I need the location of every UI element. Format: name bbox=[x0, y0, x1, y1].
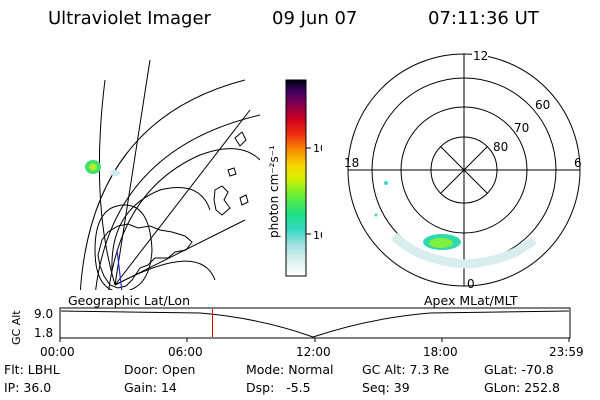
gc-alt-readout: GC Alt: 7.3 Re bbox=[362, 362, 450, 377]
time-tick-2359: 23:59 bbox=[549, 345, 584, 359]
polar-aurora-oval bbox=[390, 232, 537, 269]
date-readout: 09 Jun 07 bbox=[272, 8, 358, 29]
polar-diagonal bbox=[440, 146, 488, 194]
map-latitude-arc bbox=[108, 148, 260, 290]
seq-readout: Seq: 39 bbox=[362, 380, 410, 395]
polar-plot: 12 18 6 0 60 70 80 bbox=[344, 50, 582, 291]
mlt-label-18: 18 bbox=[344, 156, 359, 170]
map-coastline bbox=[227, 167, 237, 177]
time-tick-1800: 18:00 bbox=[423, 345, 458, 359]
map-latitude-arc bbox=[79, 79, 246, 290]
colorbar-gradient bbox=[285, 79, 307, 277]
lat-label-80: 80 bbox=[493, 140, 508, 154]
apex-label: Apex MLat/MLT bbox=[424, 293, 518, 308]
map-coastline bbox=[213, 185, 231, 216]
time-tick-0600: 06:00 bbox=[168, 345, 203, 359]
altitude-strip: GC Alt 9.0 1.8 00:00 06:00 12:00 18:00 2… bbox=[10, 307, 584, 359]
gain-readout: Gain: 14 bbox=[124, 380, 177, 395]
geographic-label: Geographic Lat/Lon bbox=[68, 293, 190, 308]
mlt-label-12: 12 bbox=[473, 50, 488, 63]
mode-readout: Mode: Normal bbox=[246, 362, 334, 377]
map-meridian bbox=[114, 260, 216, 286]
altitude-ylabel: GC Alt bbox=[10, 310, 23, 345]
map-meridian bbox=[114, 109, 251, 286]
altitude-ytick-bottom: 1.8 bbox=[34, 326, 53, 340]
colorbar-tick-10: 10 bbox=[313, 229, 322, 242]
mlt-label-6: 6 bbox=[574, 156, 582, 170]
colorbar-label: photon cm⁻²s⁻¹ bbox=[267, 145, 281, 238]
app-title: Ultraviolet Imager bbox=[48, 8, 211, 29]
map-coastline bbox=[239, 194, 249, 206]
mlt-label-0: 0 bbox=[467, 277, 475, 291]
filter-readout: Flt: LBHL bbox=[4, 362, 60, 377]
door-readout: Door: Open bbox=[124, 362, 196, 377]
lat-label-70: 70 bbox=[514, 121, 529, 135]
map-meridian bbox=[114, 59, 151, 286]
time-tick-1200: 12:00 bbox=[296, 345, 331, 359]
glat-readout: GLat: -70.8 bbox=[484, 362, 554, 377]
ip-readout: IP: 36.0 bbox=[4, 380, 52, 395]
map-coastline bbox=[234, 131, 247, 147]
time-tick-0000: 00:00 bbox=[40, 345, 75, 359]
map-latitude-arc bbox=[95, 114, 260, 290]
map-sun-meridian bbox=[116, 249, 123, 290]
map-coastline bbox=[97, 223, 193, 289]
colorbar-tick-100: 100 bbox=[313, 142, 322, 155]
glon-readout: GLon: 252.8 bbox=[484, 380, 560, 395]
altitude-curve bbox=[60, 310, 570, 338]
colorbar: 100 10 photon cm⁻²s⁻¹ bbox=[267, 79, 322, 277]
map-meridian bbox=[98, 79, 116, 286]
geographic-map bbox=[79, 59, 260, 290]
time-readout: 07:11:36 UT bbox=[428, 8, 539, 29]
dsp-readout: Dsp: -5.5 bbox=[246, 380, 311, 395]
map-polar-circle bbox=[94, 204, 153, 290]
map-latitude-arc bbox=[111, 187, 211, 271]
lat-label-60: 60 bbox=[535, 98, 550, 112]
altitude-ytick-top: 9.0 bbox=[34, 307, 53, 321]
